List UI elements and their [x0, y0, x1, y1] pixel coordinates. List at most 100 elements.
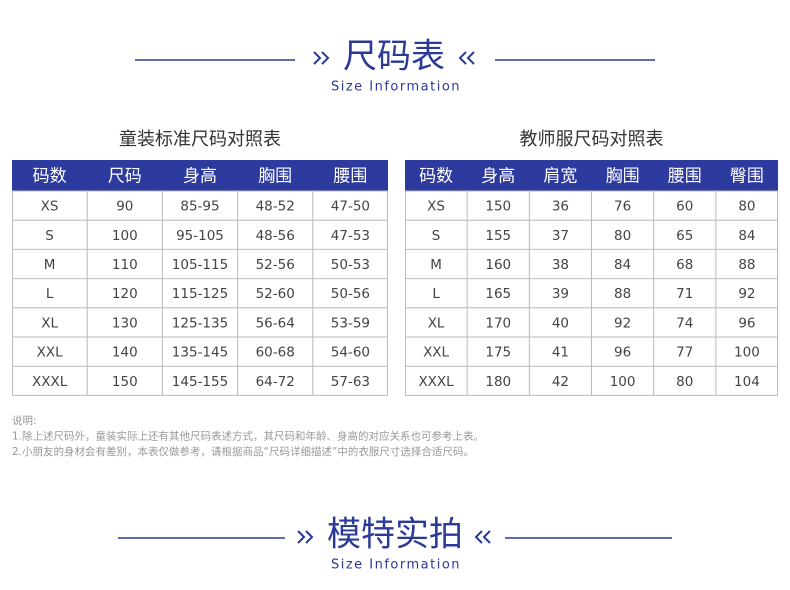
cell: 170 — [485, 315, 511, 331]
cell: 95-105 — [176, 228, 224, 244]
column-header: 身高 — [481, 167, 515, 187]
cell: 42 — [552, 374, 569, 390]
column-header: 码数 — [419, 167, 453, 187]
cell: L — [432, 286, 440, 302]
cell: 68 — [676, 257, 693, 273]
cell: 135-145 — [172, 345, 228, 361]
cell: 38 — [552, 257, 569, 273]
column-header: 腰围 — [668, 167, 702, 187]
cell: 71 — [676, 286, 693, 302]
column-header: 胸围 — [258, 167, 292, 187]
section-title: 尺码表 — [343, 37, 445, 77]
chevron — [297, 530, 314, 544]
cell: 100 — [610, 374, 636, 390]
table-title: 教师服尺码对照表 — [520, 129, 664, 150]
cell: 36 — [552, 199, 569, 215]
cell: 96 — [614, 345, 631, 361]
cell: 100 — [734, 345, 760, 361]
cell: 165 — [485, 286, 511, 302]
cell: 39 — [552, 286, 569, 302]
cell: 155 — [485, 228, 511, 244]
cell: 52-60 — [256, 286, 295, 302]
cell: 150 — [485, 199, 511, 215]
note: 1.除上述尺码外，童装实际上还有其他尺码表述方式，其尺码和年龄、身高的对应关系也… — [12, 430, 484, 443]
cell: 77 — [676, 345, 693, 361]
cell: XXXL — [32, 374, 68, 390]
cell: 80 — [676, 374, 693, 390]
cell: 40 — [552, 315, 569, 331]
cell: 54-60 — [331, 345, 370, 361]
cell: 56-64 — [256, 315, 295, 331]
cell: S — [45, 228, 54, 244]
section-title: 模特实拍 — [327, 515, 463, 555]
cell: 105-115 — [172, 257, 228, 273]
column-header: 码数 — [33, 167, 67, 187]
cell: 48-56 — [256, 228, 295, 244]
chevron — [474, 530, 491, 544]
cell: 160 — [485, 257, 511, 273]
cell: 145-155 — [172, 374, 228, 390]
cell: 92 — [738, 286, 755, 302]
cell: 76 — [614, 199, 631, 215]
cell: 84 — [738, 228, 755, 244]
cell: 84 — [614, 257, 631, 273]
table-header-bg — [405, 160, 778, 191]
column-header: 身高 — [183, 167, 217, 187]
cell: 180 — [485, 374, 511, 390]
cell: 52-56 — [256, 257, 295, 273]
table-body — [12, 190, 388, 396]
cell: M — [44, 257, 56, 273]
cell: XS — [427, 199, 445, 215]
cell: 92 — [614, 315, 631, 331]
cell: 130 — [112, 315, 138, 331]
chevron — [313, 51, 330, 65]
cell: 125-135 — [172, 315, 228, 331]
column-header: 臀围 — [730, 167, 764, 187]
cell: XL — [428, 315, 445, 331]
cell: 85-95 — [180, 199, 219, 215]
cell: 175 — [485, 345, 511, 361]
cell: 41 — [552, 345, 569, 361]
cell: 50-56 — [331, 286, 370, 302]
cell: 110 — [112, 257, 138, 273]
cell: 80 — [738, 199, 755, 215]
cell: 104 — [734, 374, 760, 390]
cell: XXL — [423, 345, 449, 361]
cell: 60-68 — [256, 345, 295, 361]
cell: 64-72 — [256, 374, 295, 390]
column-header: 尺码 — [108, 167, 142, 187]
cell: 140 — [112, 345, 138, 361]
cell: 47-50 — [331, 199, 370, 215]
table-title: 童装标准尺码对照表 — [119, 129, 281, 150]
cell: 65 — [676, 228, 693, 244]
column-header: 腰围 — [333, 167, 367, 187]
cell: 90 — [116, 199, 133, 215]
cell: 100 — [112, 228, 138, 244]
table-header-bg — [12, 160, 388, 191]
cell: 120 — [112, 286, 138, 302]
cell: 88 — [738, 257, 755, 273]
cell: 57-63 — [331, 374, 370, 390]
section-subtitle: Size Information — [331, 558, 461, 573]
cell: S — [432, 228, 441, 244]
cell: M — [430, 257, 442, 273]
chevron — [458, 51, 475, 65]
cell: 47-53 — [331, 228, 370, 244]
cell: XS — [41, 199, 59, 215]
cell: XXL — [37, 345, 63, 361]
cell: 48-52 — [256, 199, 295, 215]
cell: 60 — [676, 199, 693, 215]
cell: XL — [41, 315, 58, 331]
cell: 74 — [676, 315, 693, 331]
cell: 96 — [738, 315, 755, 331]
cell: 37 — [552, 228, 569, 244]
note: 2.小朋友的身材会有差别，本表仅做参考，请根据商品“尺码详细描述”中的衣服尺寸选… — [12, 445, 474, 458]
column-header: 胸围 — [606, 167, 640, 187]
cell: 50-53 — [331, 257, 370, 273]
section-subtitle: Size Information — [331, 80, 461, 95]
cell: XXXL — [418, 374, 454, 390]
cell: 80 — [614, 228, 631, 244]
column-header: 肩宽 — [543, 167, 577, 187]
cell: 53-59 — [331, 315, 370, 331]
